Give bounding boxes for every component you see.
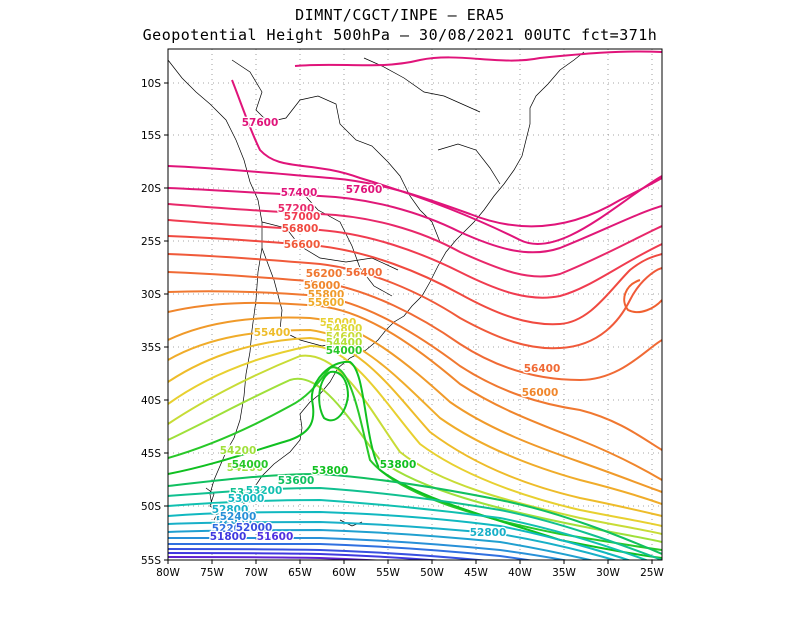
lat-tick-label: 50S <box>141 501 161 513</box>
contour-label: 54200 <box>227 462 264 474</box>
contour-label: 53400 <box>230 487 267 499</box>
lat-tick-label: 30S <box>141 289 161 301</box>
lat-tick-label: 20S <box>141 183 161 195</box>
contour-label: 52800 <box>470 527 507 539</box>
contour-label: 57600 <box>242 117 279 129</box>
lon-tick-label: 50W <box>420 567 444 579</box>
contour-label: 57600 <box>346 184 383 196</box>
lon-tick-label: 35W <box>552 567 576 579</box>
contour-lines <box>168 50 662 560</box>
lat-tick-label: 35S <box>141 342 161 354</box>
contour-label: 53000 <box>228 493 265 505</box>
contour-label: 52400 <box>220 511 257 523</box>
contour-label: 54600 <box>326 331 363 343</box>
lon-tick-label: 60W <box>332 567 356 579</box>
contour-label: 53200 <box>246 485 283 497</box>
contour-label: 54800 <box>326 323 363 335</box>
lon-tick-label: 40W <box>508 567 532 579</box>
contour-label: 52200 <box>212 523 249 535</box>
contour-label: 57000 <box>284 211 321 223</box>
contour-label: 54200 <box>220 445 257 457</box>
contour-label: 56400 <box>346 267 383 279</box>
contour-label: 54000 <box>232 459 269 471</box>
contour-label: 51800 <box>210 531 247 543</box>
contour-label: 54400 <box>326 337 363 349</box>
contour-label: 53800 <box>312 465 349 477</box>
contour-label: 52000 <box>236 522 273 534</box>
lon-tick-label: 25W <box>640 567 664 579</box>
contour-label: 56600 <box>284 239 321 251</box>
contour-label: 55600 <box>308 297 345 309</box>
contour-label: 52600 <box>216 515 253 527</box>
contour-label: 57400 <box>281 187 318 199</box>
lon-tick-label: 30W <box>596 567 620 579</box>
contour-label: 51600 <box>257 531 294 543</box>
contour-label: 56800 <box>282 223 319 235</box>
contour-label: 57200 <box>278 203 315 215</box>
contour-label: 56200 <box>306 268 343 280</box>
lat-tick-label: 25S <box>141 236 161 248</box>
lon-tick-label: 65W <box>288 567 312 579</box>
lon-tick-label: 80W <box>156 567 180 579</box>
lat-tick-label: 15S <box>141 130 161 142</box>
contour-label: 55400 <box>254 327 291 339</box>
map-title-line2: Geopotential Height 500hPa – 30/08/2021 … <box>142 26 658 44</box>
lon-tick-label: 75W <box>200 567 224 579</box>
lat-tick-label: 10S <box>141 78 161 90</box>
contour-label: 56000 <box>304 280 341 292</box>
contour-label: 56000 <box>522 387 559 399</box>
contour-label: 54000 <box>326 345 363 357</box>
contour-label: 56400 <box>524 363 561 375</box>
lon-tick-label: 55W <box>376 567 400 579</box>
lat-tick-label: 55S <box>141 555 161 567</box>
contour-label: 52800 <box>212 504 249 516</box>
contour-label: 55000 <box>320 317 357 329</box>
contour-label: 55800 <box>308 289 345 301</box>
map-frame <box>167 48 663 561</box>
contour-label: 53800 <box>380 459 417 471</box>
contour-label: 53600 <box>278 475 315 487</box>
lat-tick-label: 45S <box>141 448 161 460</box>
lat-tick-label: 40S <box>141 395 161 407</box>
lon-tick-label: 70W <box>244 567 268 579</box>
map-title-line1: DIMNT/CGCT/INPE – ERA5 <box>295 6 505 24</box>
lon-tick-label: 45W <box>464 567 488 579</box>
